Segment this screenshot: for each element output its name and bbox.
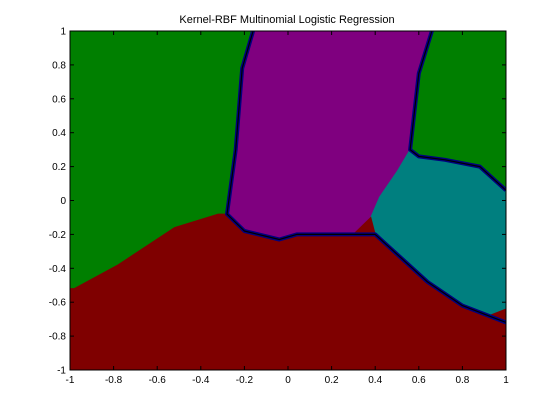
x-tick-label: -1 [66, 375, 75, 386]
x-axis: -1 -0.8 -0.6 -0.4 -0.2 0 0.2 0.4 0.6 0.8 1 [66, 31, 509, 386]
y-tick-label: 0.2 [52, 162, 66, 173]
regions-group [70, 31, 506, 370]
decision-boundary-edge-1 [409, 31, 506, 191]
x-tick-label: 0.2 [325, 375, 339, 386]
x-tick-label: 0.6 [412, 375, 426, 386]
y-axis: 1 0.8 0.6 0.4 0.2 0 -0.2 -0.4 -0.6 -0.8 -1 [49, 27, 506, 377]
y-tick-label: -0.4 [49, 264, 67, 275]
x-tick-label: 1 [503, 375, 509, 386]
y-tick-label: 0.4 [52, 128, 66, 139]
y-tick-label: 0 [60, 196, 66, 207]
chart-title: Kernel-RBF Multinomial Logistic Regressi… [179, 14, 394, 26]
y-tick-label: 0.6 [52, 94, 66, 105]
y-tick-label: -0.6 [49, 298, 67, 309]
x-tick-label: 0 [285, 375, 291, 386]
y-tick-label: -0.8 [49, 332, 67, 343]
x-tick-label: -0.4 [192, 375, 210, 386]
x-tick-label: -0.8 [105, 375, 123, 386]
y-tick-label: 0.8 [52, 60, 66, 71]
x-tick-label: -0.2 [236, 375, 254, 386]
y-tick-label: 1 [60, 27, 66, 38]
plot-area [69, 30, 507, 371]
x-tick-label: 0.8 [455, 375, 469, 386]
x-tick-label: 0.4 [368, 375, 382, 386]
y-tick-label: -1 [57, 366, 66, 377]
y-tick-label: -0.2 [49, 230, 67, 241]
decision-boundary-edge-0 [226, 31, 506, 324]
x-tick-label: -0.6 [149, 375, 167, 386]
